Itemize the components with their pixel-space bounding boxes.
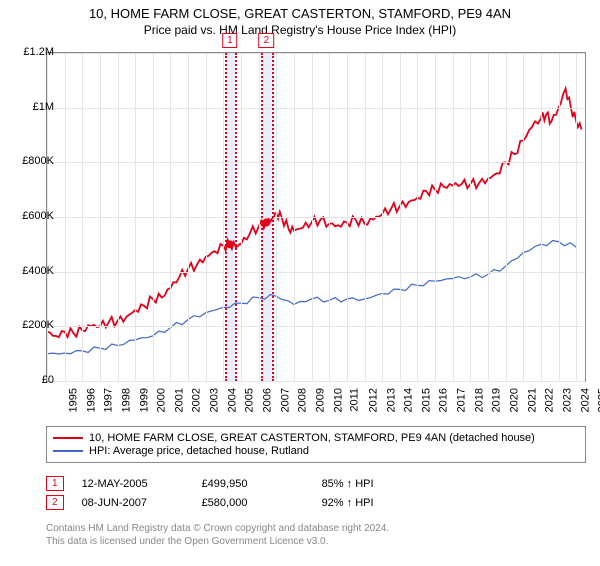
legend-label-1: 10, HOME FARM CLOSE, GREAT CASTERTON, ST… <box>89 432 535 444</box>
legend-item-1: 10, HOME FARM CLOSE, GREAT CASTERTON, ST… <box>53 432 579 444</box>
x-axis-label: 2020 <box>508 388 520 412</box>
record-price: £580,000 <box>202 497 322 509</box>
x-axis-label: 1995 <box>67 388 79 412</box>
record-pct: 85% ↑ HPI <box>322 478 442 490</box>
x-axis-label: 2000 <box>156 388 168 412</box>
chart-title-2: Price paid vs. HM Land Registry's House … <box>0 23 600 37</box>
marker-label: 1 <box>222 33 238 48</box>
x-axis-label: 2019 <box>491 388 503 412</box>
x-axis-label: 1997 <box>103 388 115 412</box>
record-num: 1 <box>46 476 64 491</box>
sale-record-1: 1 12-MAY-2005 £499,950 85% ↑ HPI <box>46 476 586 491</box>
x-axis-label: 2021 <box>526 388 538 412</box>
x-axis-label: 2008 <box>297 388 309 412</box>
marker-label: 2 <box>259 33 275 48</box>
chart-title-1: 10, HOME FARM CLOSE, GREAT CASTERTON, ST… <box>0 6 600 21</box>
x-axis-label: 2002 <box>191 388 203 412</box>
y-axis-label: £1M <box>33 101 54 113</box>
x-axis-label: 2016 <box>438 388 450 412</box>
chart-container: 10, HOME FARM CLOSE, GREAT CASTERTON, ST… <box>0 6 600 566</box>
legend: 10, HOME FARM CLOSE, GREAT CASTERTON, ST… <box>46 426 586 463</box>
x-axis-label: 2022 <box>544 388 556 412</box>
x-axis-label: 1998 <box>120 388 132 412</box>
x-axis-label: 2017 <box>456 388 468 412</box>
footer-attribution: Contains HM Land Registry data © Crown c… <box>46 522 389 548</box>
x-axis-label: 2023 <box>561 388 573 412</box>
x-axis-label: 2025 <box>597 388 600 412</box>
record-pct: 92% ↑ HPI <box>322 497 442 509</box>
marker-dot <box>226 240 234 248</box>
x-axis-label: 2024 <box>579 388 591 412</box>
x-axis-label: 2012 <box>367 388 379 412</box>
x-axis-label: 2007 <box>279 388 291 412</box>
legend-swatch-1 <box>53 437 83 439</box>
x-axis-label: 2015 <box>420 388 432 412</box>
legend-swatch-2 <box>53 450 83 452</box>
record-price: £499,950 <box>202 478 322 490</box>
y-axis-label: £1.2M <box>23 46 54 58</box>
x-axis-label: 2010 <box>332 388 344 412</box>
x-axis-label: 2011 <box>349 388 361 412</box>
footer-line-2: This data is licensed under the Open Gov… <box>46 535 389 548</box>
sale-record-2: 2 08-JUN-2007 £580,000 92% ↑ HPI <box>46 495 586 510</box>
plot-area: 12 <box>46 52 586 382</box>
x-axis-label: 2004 <box>226 388 238 412</box>
record-num: 2 <box>46 495 64 510</box>
x-axis-label: 2014 <box>403 388 415 412</box>
x-axis-label: 2003 <box>209 388 221 412</box>
record-date: 08-JUN-2007 <box>82 497 202 509</box>
y-axis-label: £800K <box>22 155 54 167</box>
y-axis-label: £400K <box>22 265 54 277</box>
x-axis-label: 1996 <box>85 388 97 412</box>
x-axis-label: 2006 <box>262 388 274 412</box>
y-axis-label: £600K <box>22 210 54 222</box>
legend-item-2: HPI: Average price, detached house, Rutl… <box>53 445 579 457</box>
marker-dot <box>262 218 270 226</box>
x-axis-label: 2005 <box>244 388 256 412</box>
x-axis-label: 2013 <box>385 388 397 412</box>
y-axis-label: £200K <box>22 319 54 331</box>
x-axis-label: 2009 <box>314 388 326 412</box>
x-axis-label: 1999 <box>138 388 150 412</box>
footer-line-1: Contains HM Land Registry data © Crown c… <box>46 522 389 535</box>
sale-records: 1 12-MAY-2005 £499,950 85% ↑ HPI 2 08-JU… <box>46 472 586 514</box>
x-axis-label: 2001 <box>173 388 185 412</box>
record-date: 12-MAY-2005 <box>82 478 202 490</box>
legend-label-2: HPI: Average price, detached house, Rutl… <box>89 445 309 457</box>
y-axis-label: £0 <box>42 374 54 386</box>
x-axis-label: 2018 <box>473 388 485 412</box>
series-line <box>47 89 582 338</box>
